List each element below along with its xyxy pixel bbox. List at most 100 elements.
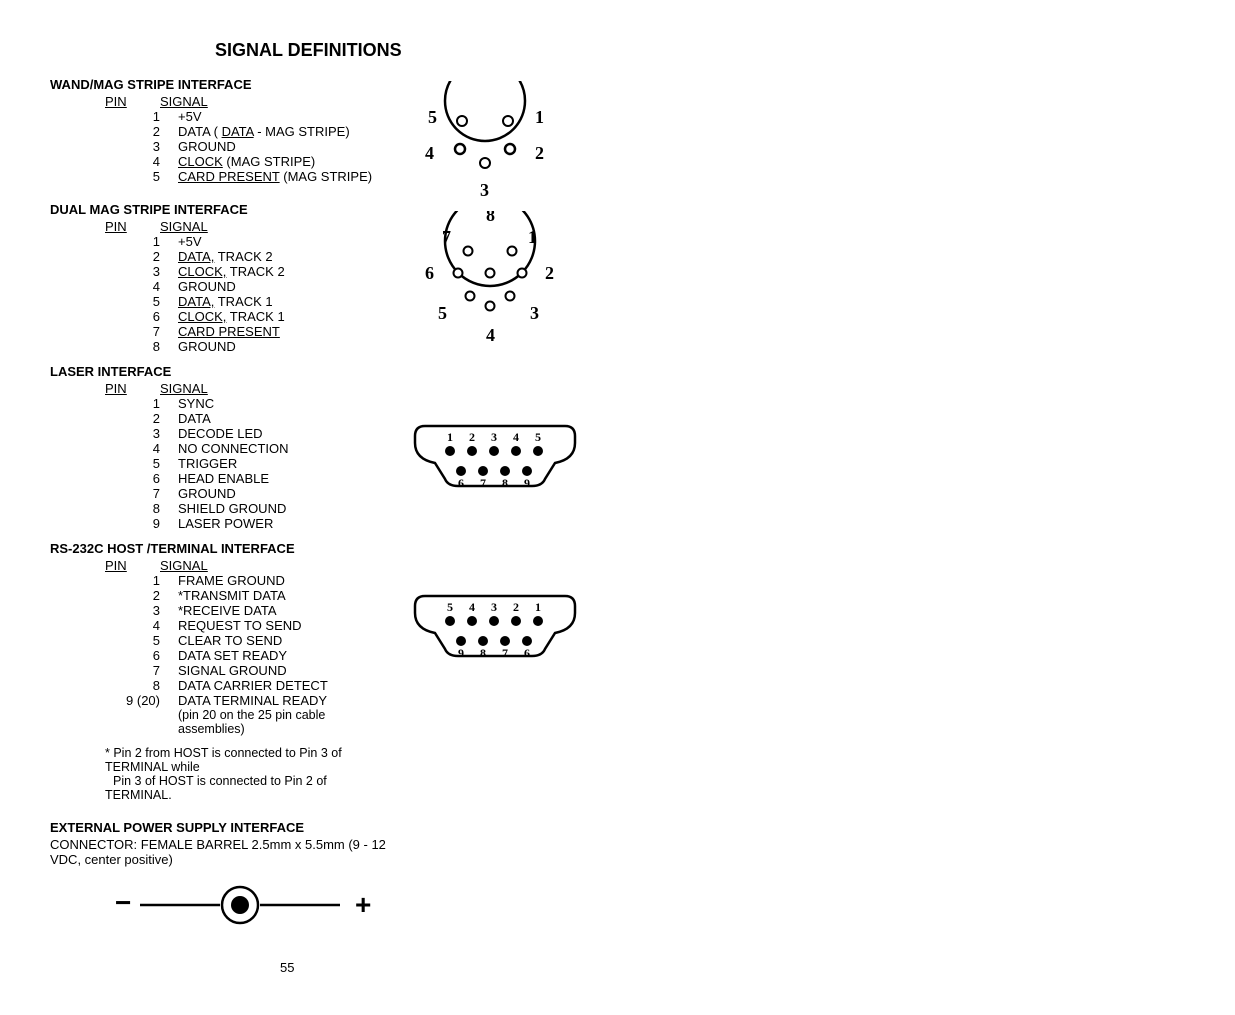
pin-row: 2DATA, TRACK 2: [105, 249, 390, 264]
section-header-ext: EXTERNAL POWER SUPPLY INTERFACE: [50, 820, 390, 835]
pin-number: 5: [105, 633, 178, 648]
pin-number: 5: [105, 456, 178, 471]
signal-name: TRIGGER: [178, 456, 390, 471]
pin-row: 1FRAME GROUND: [105, 573, 390, 588]
signal-name: GROUND: [178, 139, 390, 154]
pin-row: 6CLOCK, TRACK 1: [105, 309, 390, 324]
pin-row: 3CLOCK, TRACK 2: [105, 264, 390, 279]
svg-text:2: 2: [535, 143, 544, 163]
pin-row: 2DATA ( DATA - MAG STRIPE): [105, 124, 390, 139]
pin-number: 6: [105, 648, 178, 663]
pin-number: 2: [105, 588, 178, 603]
pin-number: 8: [105, 339, 178, 354]
signal-name: REQUEST TO SEND: [178, 618, 390, 633]
pin-row: 1+5V: [105, 109, 390, 124]
svg-text:5: 5: [535, 430, 541, 444]
pin-table-dual: PIN SIGNAL 1+5V2DATA, TRACK 23CLOCK, TRA…: [105, 219, 390, 354]
barrel-connector-diagram: − +: [105, 880, 385, 930]
svg-text:5: 5: [438, 303, 447, 323]
pin-number: 6: [105, 309, 178, 324]
svg-text:2: 2: [513, 600, 519, 614]
pin-row: 9LASER POWER: [105, 516, 390, 531]
signal-name: DATA TERMINAL READY: [178, 693, 390, 708]
svg-text:1: 1: [447, 430, 453, 444]
pin-row: 8DATA CARRIER DETECT: [105, 678, 390, 693]
signal-name: GROUND: [178, 486, 390, 501]
svg-text:9: 9: [524, 476, 530, 490]
svg-text:3: 3: [530, 303, 539, 323]
signal-name: CARD PRESENT: [178, 324, 390, 339]
din8-connector-diagram: 1 2 3 4 5 6 7 8: [410, 211, 570, 371]
section-header-dual: DUAL MAG STRIPE INTERFACE: [50, 202, 390, 217]
svg-text:7: 7: [502, 646, 508, 660]
pin-number: 2: [105, 249, 178, 264]
pin-number: 5: [105, 294, 178, 309]
pin-row: 1+5V: [105, 234, 390, 249]
ext-desc: CONNECTOR: FEMALE BARREL 2.5mm x 5.5mm (…: [50, 837, 390, 867]
pin-number: 7: [105, 486, 178, 501]
signal-name: DECODE LED: [178, 426, 390, 441]
pin-number: 2: [105, 124, 178, 139]
pin-row: 7SIGNAL GROUND: [105, 663, 390, 678]
svg-text:4: 4: [513, 430, 519, 444]
pin-row: 4GROUND: [105, 279, 390, 294]
signal-name: FRAME GROUND: [178, 573, 390, 588]
din5-connector-diagram: 1 2 3 4 5: [410, 81, 560, 201]
signal-name: HEAD ENABLE: [178, 471, 390, 486]
col-pin: PIN: [105, 219, 127, 234]
svg-text:5: 5: [447, 600, 453, 614]
footnote-line1: * Pin 2 from HOST is connected to Pin 3 …: [105, 746, 342, 774]
pin-number: 7: [105, 324, 178, 339]
signal-name: *TRANSMIT DATA: [178, 588, 390, 603]
pin-number: 4: [105, 441, 178, 456]
pin-row: 4REQUEST TO SEND: [105, 618, 390, 633]
svg-text:2: 2: [545, 263, 554, 283]
svg-text:4: 4: [425, 143, 434, 163]
col-signal: SIGNAL: [160, 94, 208, 109]
svg-text:5: 5: [428, 107, 437, 127]
signal-name: DATA: [178, 411, 390, 426]
signal-name: DATA CARRIER DETECT: [178, 678, 390, 693]
pin-row: 1SYNC: [105, 396, 390, 411]
page-title: SIGNAL DEFINITIONS: [215, 40, 1185, 61]
signal-name: SHIELD GROUND: [178, 501, 390, 516]
signal-name: CLOCK, TRACK 2: [178, 264, 390, 279]
svg-text:3: 3: [480, 180, 489, 200]
rs232-note: (pin 20 on the 25 pin cable assemblies): [178, 708, 390, 736]
pin-number: 4: [105, 154, 178, 169]
pin-row: 5TRIGGER: [105, 456, 390, 471]
col-pin: PIN: [105, 94, 127, 109]
signal-name: DATA SET READY: [178, 648, 390, 663]
pin-number: 7: [105, 663, 178, 678]
pin-number: 3: [105, 426, 178, 441]
signal-name: NO CONNECTION: [178, 441, 390, 456]
svg-text:6: 6: [425, 263, 434, 283]
pin-number: 1: [105, 396, 178, 411]
svg-text:8: 8: [502, 476, 508, 490]
signal-name: SIGNAL GROUND: [178, 663, 390, 678]
pin-row: 8SHIELD GROUND: [105, 501, 390, 516]
signal-name: CLEAR TO SEND: [178, 633, 390, 648]
pin-number: 5: [105, 169, 178, 184]
pin-number: 4: [105, 618, 178, 633]
pin-row: 5CARD PRESENT (MAG STRIPE): [105, 169, 390, 184]
rs232-footnote: * Pin 2 from HOST is connected to Pin 3 …: [105, 746, 390, 802]
signal-name: *RECEIVE DATA: [178, 603, 390, 618]
page-number: 55: [280, 960, 1185, 975]
section-header-laser: LASER INTERFACE: [50, 364, 390, 379]
svg-text:1: 1: [528, 227, 537, 247]
signal-name: GROUND: [178, 339, 390, 354]
signal-name: DATA, TRACK 1: [178, 294, 390, 309]
pin-row: 6DATA SET READY: [105, 648, 390, 663]
pin-table-rs232: PIN SIGNAL 1FRAME GROUND2*TRANSMIT DATA3…: [105, 558, 390, 736]
pin-number: 8: [105, 501, 178, 516]
signal-name: +5V: [178, 234, 390, 249]
pin-table-wand: PIN SIGNAL 1+5V2DATA ( DATA - MAG STRIPE…: [105, 94, 390, 184]
pin-number: 3: [105, 603, 178, 618]
pin-row: 8GROUND: [105, 339, 390, 354]
svg-text:3: 3: [491, 430, 497, 444]
svg-text:7: 7: [480, 476, 486, 490]
pin-row: 3DECODE LED: [105, 426, 390, 441]
db9-connector-diagram-1: 1 2 3 4 5 6 7 8 9: [410, 411, 580, 501]
section-header-rs232: RS-232C HOST /TERMINAL INTERFACE: [50, 541, 390, 556]
